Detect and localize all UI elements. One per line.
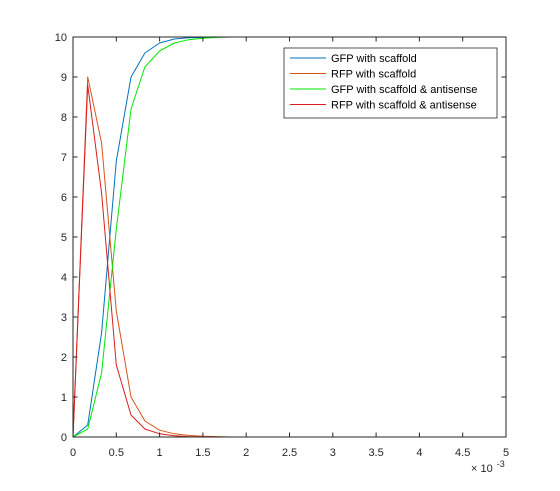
x-tick-label: 1: [157, 447, 163, 459]
y-tick-label: 0: [61, 432, 67, 444]
x-tick-label: 2: [243, 447, 249, 459]
y-tick-label: 2: [61, 352, 67, 364]
legend-label-3: GFP with scaffold & antisense: [331, 84, 477, 96]
legend-label-4: RFP with scaffold & antisense: [331, 100, 477, 112]
y-tick-label: 10: [55, 32, 67, 44]
y-tick-label: 8: [61, 112, 67, 124]
y-tick-label: 6: [61, 192, 67, 204]
x-tick-label: 4: [416, 447, 422, 459]
y-tick-label: 1: [61, 392, 67, 404]
legend-label-2: RFP with scaffold: [331, 69, 416, 81]
y-tick-label: 3: [61, 312, 67, 324]
y-tick-label: 7: [61, 152, 67, 164]
x-exponent-power: -3: [497, 459, 505, 469]
legend: GFP with scaffold RFP with scaffold GFP wi…: [284, 48, 497, 118]
y-tick-label: 5: [61, 232, 67, 244]
x-tick-labels: 0 0.5 1 1.5 2 2.5 3 3.5 4 4.5 5: [70, 447, 509, 459]
x-tick-label: 0: [70, 447, 76, 459]
y-tick-label: 9: [61, 72, 67, 84]
x-tick-label: 2.5: [282, 447, 297, 459]
y-tick-label: 4: [61, 272, 67, 284]
x-tick-label: 4.5: [455, 447, 470, 459]
x-exponent-base: × 10: [471, 463, 493, 475]
x-tick-label: 0.5: [109, 447, 124, 459]
x-tick-label: 5: [503, 447, 509, 459]
x-axis-exponent: × 10 -3: [471, 459, 505, 476]
x-tick-label: 1.5: [195, 447, 210, 459]
y-tick-labels: 0 1 2 3 4 5 6 7 8 9 10: [55, 32, 67, 444]
x-tick-label: 3.5: [368, 447, 383, 459]
legend-label-1: GFP with scaffold: [331, 53, 417, 65]
x-tick-label: 3: [330, 447, 336, 459]
